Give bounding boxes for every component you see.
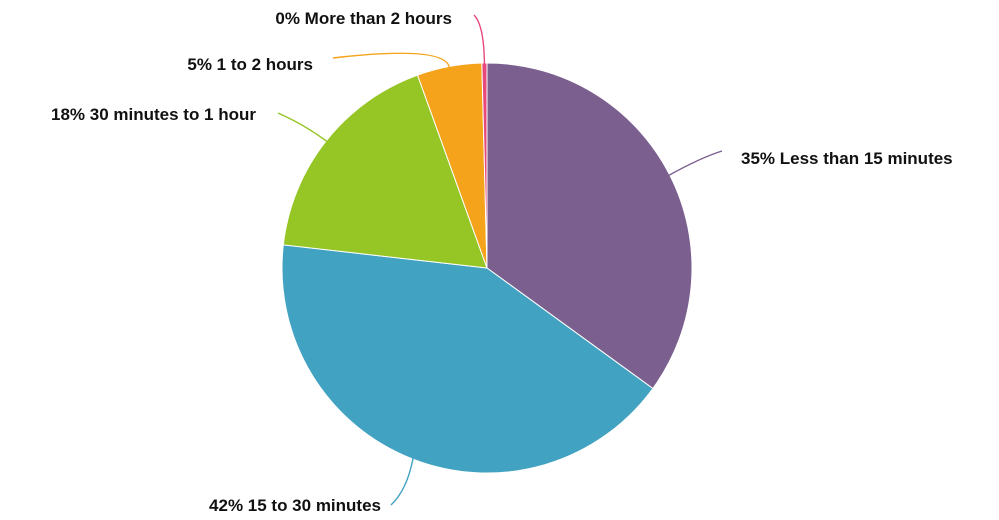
slice-label-0-more-than-2-hours: 0% More than 2 hours bbox=[275, 9, 452, 28]
leader-line-18-30-minutes-to-1-hour bbox=[277, 112, 328, 143]
leader-line-5-1-to-2-hours bbox=[332, 52, 451, 68]
leader-line-35-less-than-15-minutes bbox=[668, 150, 723, 177]
leader-line-42-15-to-30-minutes bbox=[390, 458, 414, 506]
leader-lines-layer bbox=[277, 14, 723, 506]
slice-label-35-less-than-15-minutes: 35% Less than 15 minutes bbox=[741, 149, 953, 168]
slice-label-42-15-to-30-minutes: 42% 15 to 30 minutes bbox=[209, 496, 381, 515]
slices-layer bbox=[281, 62, 693, 474]
slice-label-18-30-minutes-to-1-hour: 18% 30 minutes to 1 hour bbox=[51, 105, 256, 124]
leader-line-0-more-than-2-hours bbox=[473, 14, 486, 65]
labels-layer: 35% Less than 15 minutes 42% 15 to 30 min… bbox=[51, 9, 953, 515]
slice-label-5-1-to-2-hours: 5% 1 to 2 hours bbox=[187, 55, 313, 74]
